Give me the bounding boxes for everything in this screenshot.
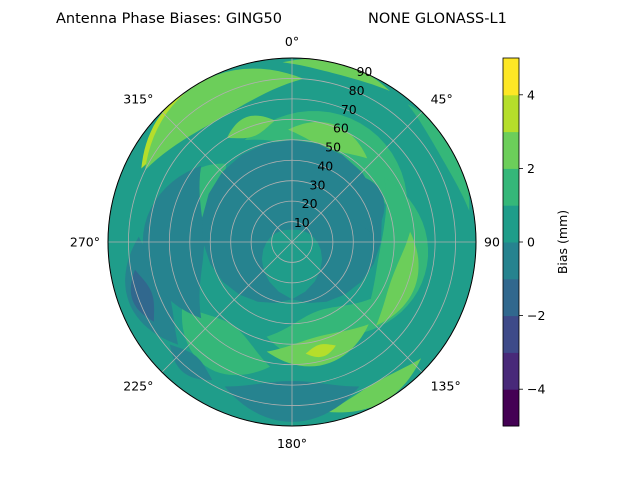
colorbar: −4 −2 0 2 4 [502, 57, 545, 427]
angle-label-180: 180° [277, 436, 307, 451]
chart-subtitle: NONE GLONASS-L1 [368, 11, 507, 27]
colorbar-tick-label-3: 2 [527, 161, 535, 176]
contour-region-21 [338, 174, 385, 235]
polar-outline [107, 57, 477, 427]
angle-label-315: 315° [123, 91, 153, 106]
radial-label-50: 50 [325, 140, 341, 155]
contour-region-2 [282, 58, 390, 92]
contour-region-12 [305, 344, 336, 358]
colorbar-tick-label-4: 4 [527, 87, 535, 102]
colorbar-segment-9 [503, 58, 519, 96]
contour-region-15 [125, 236, 179, 345]
grid-spoke-225 [161, 241, 293, 373]
grid-spoke-45 [291, 111, 423, 243]
colorbar-segment-3 [503, 278, 519, 317]
radial-label-80: 80 [349, 83, 365, 98]
contour-region-9 [375, 231, 419, 326]
contour-region-6 [227, 115, 275, 139]
contour-region-14 [181, 305, 270, 376]
contour-region-5 [288, 121, 368, 159]
radial-label-20: 20 [302, 196, 318, 211]
contour-region-1 [145, 68, 304, 171]
angle-label-90: 90 [484, 235, 500, 250]
angle-labels: 0° 45° 90 135° 180° 225° 270° 315° [70, 34, 500, 451]
polar-grid [107, 57, 477, 427]
radial-label-70: 70 [341, 102, 357, 117]
angle-label-270: 270° [70, 235, 100, 250]
contour-region-13 [328, 358, 422, 413]
radial-label-60: 60 [333, 121, 349, 136]
grid-spoke-135 [291, 241, 423, 373]
radial-label-30: 30 [310, 177, 326, 192]
radial-label-90: 90 [356, 64, 372, 79]
angle-label-0: 0° [285, 34, 299, 49]
colorbar-segment-8 [503, 94, 519, 133]
angle-label-135: 135° [431, 379, 461, 394]
contour-region-16 [130, 269, 155, 322]
colorbar-label: Bias (mm) [555, 210, 570, 274]
colorbar-segment-2 [503, 315, 519, 353]
colorbar-segment-1 [503, 352, 519, 390]
radial-tick-labels: 10 20 30 40 50 60 70 80 90 [294, 64, 373, 230]
grid-spoke-315 [161, 111, 293, 243]
radial-label-40: 40 [317, 158, 333, 173]
colorbar-segment-0 [503, 389, 519, 427]
radial-label-10: 10 [294, 215, 310, 230]
colorbar-tick-label-2: 0 [527, 235, 535, 250]
colorbar-segment-6 [503, 168, 519, 206]
chart-title: Antenna Phase Biases: GING50 [56, 11, 282, 27]
colorbar-segment-7 [503, 131, 519, 169]
angle-label-45: 45° [431, 91, 453, 106]
colorbar-segment-5 [503, 205, 519, 243]
colorbar-segment-4 [503, 242, 519, 280]
colorbar-tick-label-0: −4 [527, 382, 545, 397]
colorbar-tick-label-1: −2 [527, 308, 545, 323]
angle-label-225: 225° [123, 379, 153, 394]
